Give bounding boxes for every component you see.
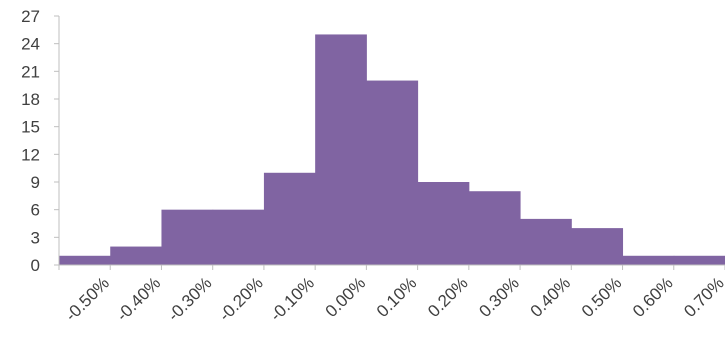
x-tick-label: 0.40%: [527, 273, 575, 321]
x-tick-label: 0.10%: [373, 273, 421, 321]
x-tick-label: -0.40%: [113, 273, 165, 325]
y-tick-label: 21: [21, 62, 40, 81]
x-tick-label: 0.70%: [680, 273, 725, 321]
bar--0.30%: [161, 209, 214, 265]
x-tick-label: -0.30%: [164, 273, 216, 325]
y-axis: 0 3 6 9 12 15 18 21 24 27: [21, 7, 60, 275]
bar--0.20%: [212, 209, 265, 265]
x-tick-label: 0.00%: [322, 273, 370, 321]
y-tick-label: 15: [21, 118, 40, 137]
y-tick-label: 6: [31, 201, 40, 220]
x-tick-label: 0.20%: [424, 273, 472, 321]
bar--0.10%: [263, 172, 316, 265]
x-tick-label: 0.60%: [629, 273, 677, 321]
x-tick-label: 0.30%: [475, 273, 523, 321]
y-tick-label: 9: [31, 173, 40, 192]
bar-0.60%: [622, 255, 675, 265]
x-axis: -0.50% -0.40% -0.30% -0.20% -0.10% 0.00% 0.10%…: [58, 264, 725, 325]
x-tick-label: -0.50%: [62, 273, 114, 325]
x-tick-label: 0.50%: [578, 273, 626, 321]
bar-0.10%: [366, 80, 419, 265]
y-tick-label: 12: [21, 145, 40, 164]
bar-0.40%: [520, 218, 572, 265]
y-tick-label: 3: [31, 228, 40, 247]
bar--0.40%: [110, 246, 162, 265]
y-tick-label: 18: [21, 90, 40, 109]
bar-0.70%: [673, 255, 725, 265]
bar--0.50%: [59, 255, 111, 265]
y-tick-label: 0: [31, 256, 40, 275]
y-tick-label: 27: [21, 7, 40, 26]
x-tick-label: -0.20%: [215, 273, 267, 325]
bar-0.00%: [315, 34, 367, 265]
bar-0.20%: [417, 182, 470, 265]
bar-0.50%: [571, 228, 624, 265]
bars-group: [59, 34, 725, 265]
x-tick-label: -0.10%: [266, 273, 318, 325]
y-tick-label: 24: [21, 35, 40, 54]
bar-0.30%: [468, 191, 521, 265]
